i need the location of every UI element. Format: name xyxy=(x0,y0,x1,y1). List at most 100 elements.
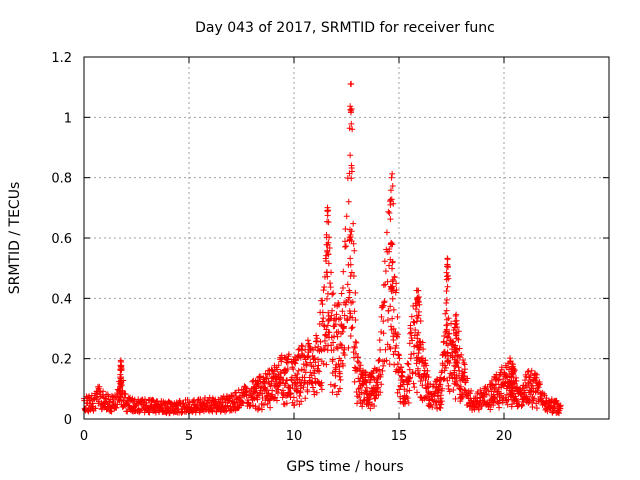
data-point xyxy=(443,296,450,303)
data-point xyxy=(319,301,326,308)
data-point xyxy=(295,367,302,374)
data-point xyxy=(445,264,452,271)
x-axis-label: GPS time / hours xyxy=(286,459,403,475)
data-point xyxy=(336,385,343,392)
data-point xyxy=(452,342,459,349)
data-point xyxy=(92,405,99,412)
data-point xyxy=(497,371,504,378)
data-point xyxy=(205,397,212,404)
data-point xyxy=(510,381,517,388)
data-point xyxy=(321,346,328,353)
data-point xyxy=(334,333,341,340)
data-point xyxy=(390,306,397,313)
data-point xyxy=(324,269,331,276)
data-point xyxy=(387,345,394,352)
data-point xyxy=(394,313,401,320)
data-point xyxy=(258,406,265,413)
data-point xyxy=(505,396,512,403)
data-point xyxy=(493,381,500,388)
data-point xyxy=(371,403,378,410)
data-point xyxy=(389,258,396,265)
data-point xyxy=(477,387,484,394)
data-point xyxy=(293,383,300,390)
data-point xyxy=(352,350,359,357)
y-tick-label: 0 xyxy=(64,413,72,428)
data-point xyxy=(329,356,336,363)
data-point xyxy=(513,377,520,384)
data-point xyxy=(315,362,322,369)
data-point xyxy=(359,371,366,378)
data-point xyxy=(367,405,374,412)
data-point xyxy=(509,387,516,394)
data-point xyxy=(323,241,330,248)
data-point xyxy=(292,360,299,367)
data-point xyxy=(396,355,403,362)
data-point xyxy=(325,309,332,316)
data-point xyxy=(393,287,400,294)
data-point xyxy=(332,372,339,379)
data-point xyxy=(327,280,334,287)
data-point xyxy=(118,390,125,397)
data-point xyxy=(382,346,389,353)
data-point xyxy=(377,346,384,353)
data-point xyxy=(312,359,319,366)
data-point xyxy=(350,220,357,227)
data-point xyxy=(325,317,332,324)
data-point xyxy=(300,384,307,391)
data-point xyxy=(455,336,462,343)
y-tick-label: 0.4 xyxy=(51,292,72,307)
data-point xyxy=(458,351,465,358)
data-point xyxy=(319,318,326,325)
data-point xyxy=(329,389,336,396)
data-point xyxy=(386,246,393,253)
data-point xyxy=(348,269,355,276)
data-point xyxy=(379,303,386,310)
data-point xyxy=(408,313,415,320)
data-point xyxy=(269,387,276,394)
data-point xyxy=(235,387,242,394)
data-point xyxy=(260,401,267,408)
data-point xyxy=(320,315,327,322)
data-point xyxy=(323,333,330,340)
data-point xyxy=(387,187,394,194)
data-point xyxy=(307,359,314,366)
data-point xyxy=(324,218,331,225)
data-point xyxy=(493,389,500,396)
data-point xyxy=(150,397,157,404)
x-tick-label: 5 xyxy=(185,429,193,444)
data-point xyxy=(324,322,331,329)
data-point xyxy=(333,343,340,350)
data-point xyxy=(357,362,364,369)
data-point xyxy=(489,382,496,389)
data-point xyxy=(374,385,381,392)
data-point xyxy=(298,380,305,387)
data-point xyxy=(283,400,290,407)
data-point xyxy=(438,369,445,376)
data-point xyxy=(410,380,417,387)
data-point xyxy=(393,342,400,349)
data-point xyxy=(519,401,526,408)
data-point xyxy=(429,404,436,411)
data-point xyxy=(378,313,385,320)
data-point xyxy=(403,393,410,400)
data-point xyxy=(380,282,387,289)
data-point xyxy=(355,354,362,361)
data-point xyxy=(375,384,382,391)
data-point xyxy=(443,307,450,314)
data-point xyxy=(397,398,404,405)
data-point xyxy=(337,357,344,364)
data-point xyxy=(386,209,393,216)
data-point xyxy=(387,201,394,208)
data-point xyxy=(280,390,287,397)
data-point xyxy=(239,399,246,406)
data-point xyxy=(290,394,297,401)
data-point xyxy=(415,308,422,315)
data-point xyxy=(439,385,446,392)
data-point xyxy=(294,371,301,378)
data-point xyxy=(348,105,355,112)
data-point xyxy=(436,381,443,388)
data-point xyxy=(338,290,345,297)
data-point xyxy=(309,384,316,391)
data-point xyxy=(451,324,458,331)
data-point xyxy=(414,335,421,342)
